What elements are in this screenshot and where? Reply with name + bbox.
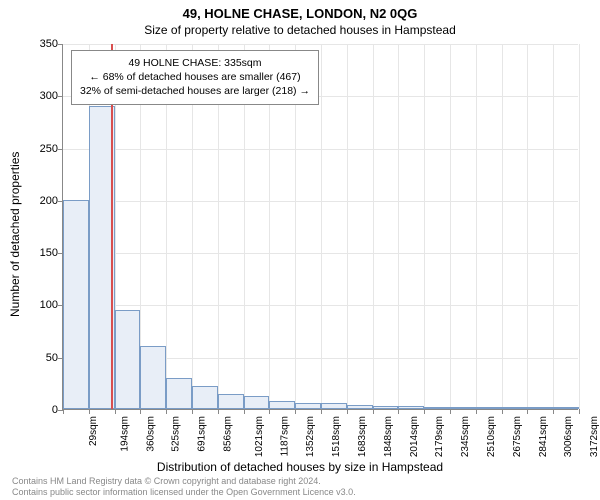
x-tick-mark xyxy=(166,409,167,414)
x-tick-mark xyxy=(373,409,374,414)
x-tick-label: 1848sqm xyxy=(383,416,394,457)
histogram-bar xyxy=(373,406,399,409)
x-tick-mark xyxy=(502,409,503,414)
histogram-bar xyxy=(192,386,218,409)
histogram-bar xyxy=(476,407,502,409)
x-tick-label: 2841sqm xyxy=(538,416,549,457)
histogram-bar xyxy=(295,403,321,409)
page-subtitle: Size of property relative to detached ho… xyxy=(0,21,600,37)
grid-line-vertical xyxy=(373,44,374,409)
histogram-bar xyxy=(424,407,450,409)
y-tick-mark xyxy=(58,96,63,97)
annotation-line1: 49 HOLNE CHASE: 335sqm xyxy=(80,56,310,70)
y-tick-label: 150 xyxy=(18,247,58,259)
grid-line-vertical xyxy=(502,44,503,409)
x-tick-label: 3172sqm xyxy=(589,416,600,457)
grid-line-vertical xyxy=(553,44,554,409)
histogram-bar xyxy=(347,405,373,409)
annotation-box: 49 HOLNE CHASE: 335sqm ← 68% of detached… xyxy=(71,50,319,105)
grid-line-vertical xyxy=(579,44,580,409)
x-tick-label: 2345sqm xyxy=(460,416,471,457)
x-tick-mark xyxy=(579,409,580,414)
y-axis-label: Number of detached properties xyxy=(8,152,22,317)
histogram-bar xyxy=(398,406,424,409)
grid-line-vertical xyxy=(424,44,425,409)
x-tick-mark xyxy=(295,409,296,414)
x-tick-label: 1518sqm xyxy=(331,416,342,457)
x-tick-label: 856sqm xyxy=(223,416,234,452)
x-tick-mark xyxy=(424,409,425,414)
page-title: 49, HOLNE CHASE, LONDON, N2 0QG xyxy=(0,0,600,21)
y-tick-label: 300 xyxy=(18,90,58,102)
histogram-bar xyxy=(244,396,270,409)
x-tick-label: 1187sqm xyxy=(279,416,290,456)
histogram-bar xyxy=(269,401,295,409)
x-tick-label: 2179sqm xyxy=(435,416,446,457)
annotation-line2: ← 68% of detached houses are smaller (46… xyxy=(80,70,310,84)
histogram-bar xyxy=(140,346,166,409)
x-tick-mark xyxy=(269,409,270,414)
x-tick-label: 2014sqm xyxy=(409,416,420,457)
x-tick-mark xyxy=(476,409,477,414)
x-tick-label: 1021sqm xyxy=(254,416,265,457)
y-tick-label: 100 xyxy=(18,299,58,311)
x-tick-label: 1683sqm xyxy=(357,416,368,457)
grid-line-vertical xyxy=(321,44,322,409)
x-tick-mark xyxy=(398,409,399,414)
histogram-bar xyxy=(553,407,579,409)
x-tick-mark xyxy=(527,409,528,414)
grid-line-vertical xyxy=(476,44,477,409)
x-tick-label: 194sqm xyxy=(119,416,130,452)
annotation-line3: 32% of semi-detached houses are larger (… xyxy=(80,84,310,98)
x-tick-label: 3006sqm xyxy=(564,416,575,457)
histogram-bar xyxy=(450,407,476,409)
x-tick-mark xyxy=(450,409,451,414)
x-axis-label: Distribution of detached houses by size … xyxy=(0,460,600,474)
y-tick-label: 200 xyxy=(18,195,58,207)
x-tick-label: 2510sqm xyxy=(486,416,497,457)
y-tick-label: 350 xyxy=(18,38,58,50)
x-tick-mark xyxy=(63,409,64,414)
y-tick-label: 250 xyxy=(18,143,58,155)
x-tick-mark xyxy=(347,409,348,414)
y-tick-label: 0 xyxy=(18,404,58,416)
x-tick-mark xyxy=(321,409,322,414)
grid-line-vertical xyxy=(398,44,399,409)
footer-line2: Contains public sector information licen… xyxy=(12,487,356,498)
y-tick-mark xyxy=(58,149,63,150)
chart-area: 49 HOLNE CHASE: 335sqm ← 68% of detached… xyxy=(62,44,578,410)
x-tick-mark xyxy=(244,409,245,414)
histogram-bar xyxy=(218,394,244,409)
x-tick-label: 29sqm xyxy=(88,416,99,446)
footer-line1: Contains HM Land Registry data © Crown c… xyxy=(12,476,356,487)
x-tick-mark xyxy=(140,409,141,414)
y-tick-mark xyxy=(58,44,63,45)
histogram-bar xyxy=(63,200,89,409)
grid-line-vertical xyxy=(450,44,451,409)
x-tick-mark xyxy=(553,409,554,414)
x-tick-mark xyxy=(89,409,90,414)
x-tick-mark xyxy=(115,409,116,414)
x-tick-mark xyxy=(192,409,193,414)
histogram-bar xyxy=(527,407,553,409)
x-tick-label: 1352sqm xyxy=(306,416,317,457)
histogram-bar xyxy=(321,403,347,409)
histogram-bar xyxy=(502,407,528,409)
grid-line-vertical xyxy=(347,44,348,409)
histogram-bar xyxy=(115,310,141,409)
x-tick-label: 360sqm xyxy=(145,416,156,452)
x-tick-label: 525sqm xyxy=(171,416,182,452)
y-tick-label: 50 xyxy=(18,352,58,364)
histogram-bar xyxy=(166,378,192,409)
x-tick-label: 2675sqm xyxy=(512,416,523,457)
x-tick-mark xyxy=(218,409,219,414)
x-tick-label: 691sqm xyxy=(197,416,208,452)
grid-line-vertical xyxy=(527,44,528,409)
footer-attribution: Contains HM Land Registry data © Crown c… xyxy=(12,476,356,498)
